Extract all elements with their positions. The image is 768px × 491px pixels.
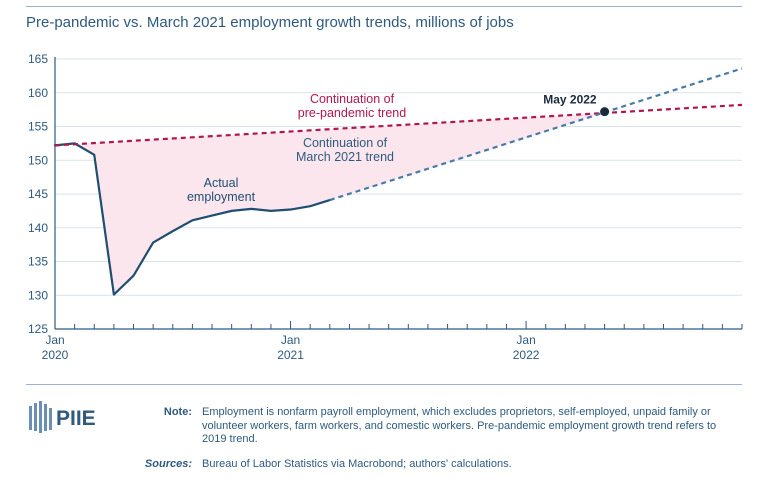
label-march-2021-trend-line-0: Continuation of <box>303 136 388 150</box>
logo-columns-icon <box>29 401 52 433</box>
x-tick-label-month-0: Jan <box>45 333 64 347</box>
label-pre-pandemic-trend-line-0: Continuation of <box>310 92 395 106</box>
gap-shaded-area <box>55 113 605 295</box>
series-line-pre_pandemic_trend <box>54 103 743 147</box>
y-tick-label-160: 160 <box>28 86 48 100</box>
logo-text: PIIE <box>56 407 96 430</box>
label-actual-employment-line-1: employment <box>187 190 256 204</box>
y-tick-label-135: 135 <box>28 255 48 269</box>
annotation-label-may2022: May 2022 <box>543 93 597 107</box>
marker-may2022 <box>600 107 610 117</box>
x-tick-label-month-1: Jan <box>281 333 300 347</box>
chart-title: Pre-pandemic vs. March 2021 employment g… <box>26 14 514 31</box>
sources-text: Bureau of Labor Statistics via Macrobond… <box>202 458 512 470</box>
top-rule <box>26 6 742 7</box>
y-tick-label-125: 125 <box>28 322 48 336</box>
y-tick-label-165: 165 <box>28 52 48 66</box>
sources-label: Sources: <box>144 458 192 470</box>
y-tick-label-150: 150 <box>28 153 48 167</box>
y-tick-label-145: 145 <box>28 187 48 201</box>
series <box>53 67 743 296</box>
series-line-actual <box>53 142 331 296</box>
series-line-march_2021_trend <box>329 67 743 202</box>
x-tick-label-year-2: 2022 <box>513 348 540 362</box>
bottom-rule <box>26 384 742 385</box>
label-actual-employment-line-0: Actual <box>204 176 239 190</box>
piie-logo: PIIE <box>29 401 96 433</box>
label-march-2021-trend-line-1: March 2021 trend <box>296 150 394 164</box>
y-tick-label-130: 130 <box>28 288 48 302</box>
x-tick-label-year-0: 2020 <box>42 348 69 362</box>
y-tick-label-140: 140 <box>28 221 48 235</box>
label-pre-pandemic-trend-line-1: pre-pandemic trend <box>298 106 406 120</box>
note-label: Note: <box>163 406 192 418</box>
x-tick-label-month-2: Jan <box>516 333 535 347</box>
axes: 125130135140145150155160165Jan2020Jan202… <box>28 52 743 362</box>
note-text: Employment is nonfarm payroll employment… <box>202 406 717 445</box>
chart: 125130135140145150155160165Jan2020Jan202… <box>28 52 743 362</box>
x-tick-label-year-1: 2021 <box>277 348 304 362</box>
y-tick-label-155: 155 <box>28 120 48 134</box>
